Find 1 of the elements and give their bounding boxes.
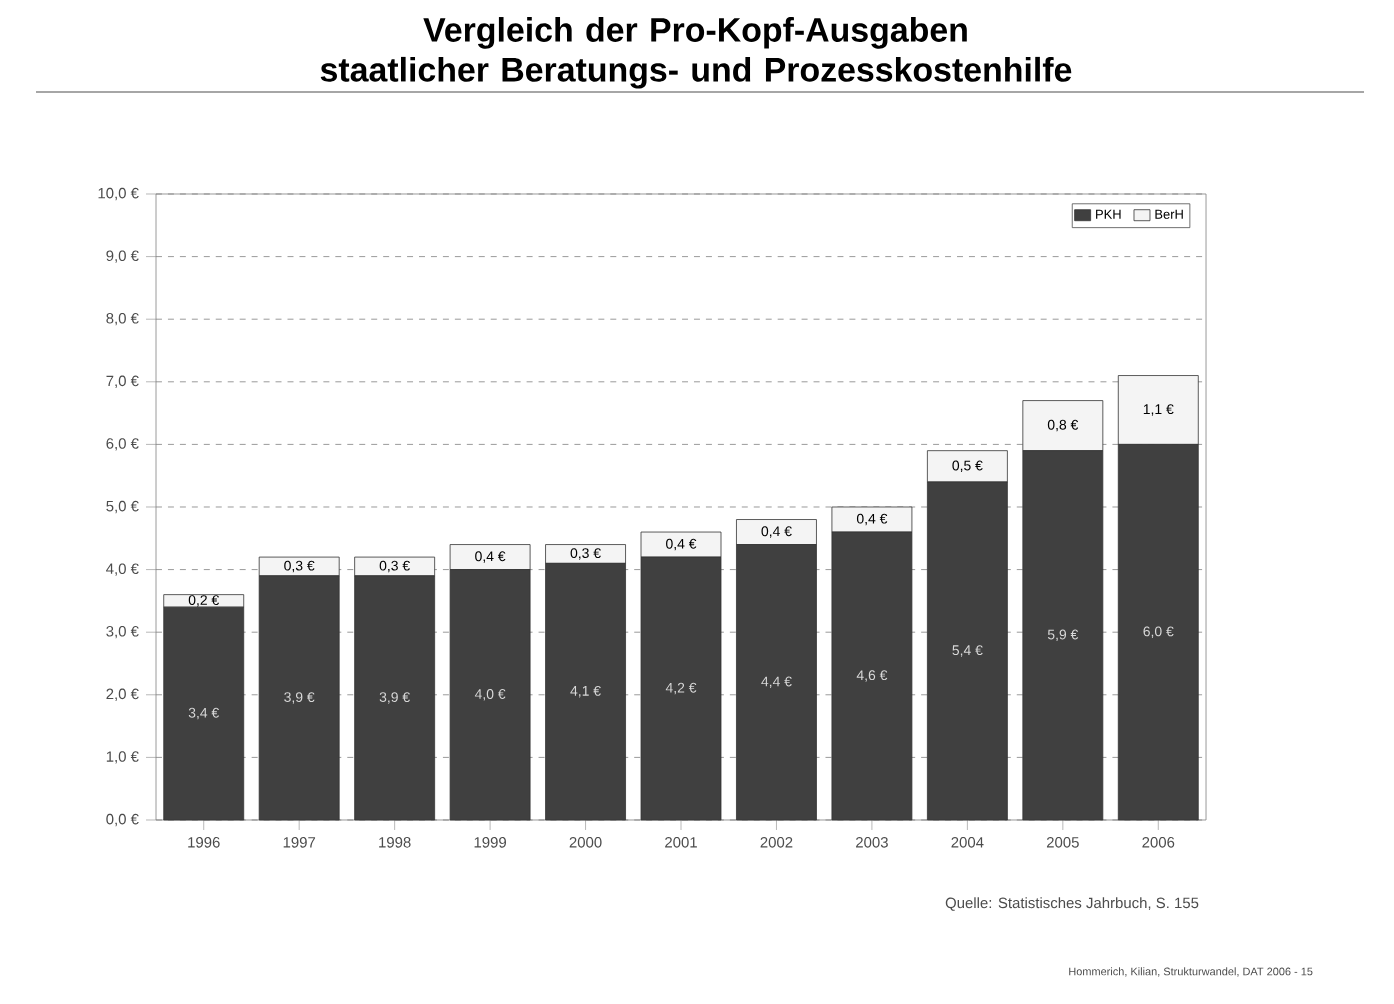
chart-title: Vergleich der Pro-Kopf-Ausgaben staatlicher Beratungs- und Prozesskostenhilfe xyxy=(320,17,1072,89)
